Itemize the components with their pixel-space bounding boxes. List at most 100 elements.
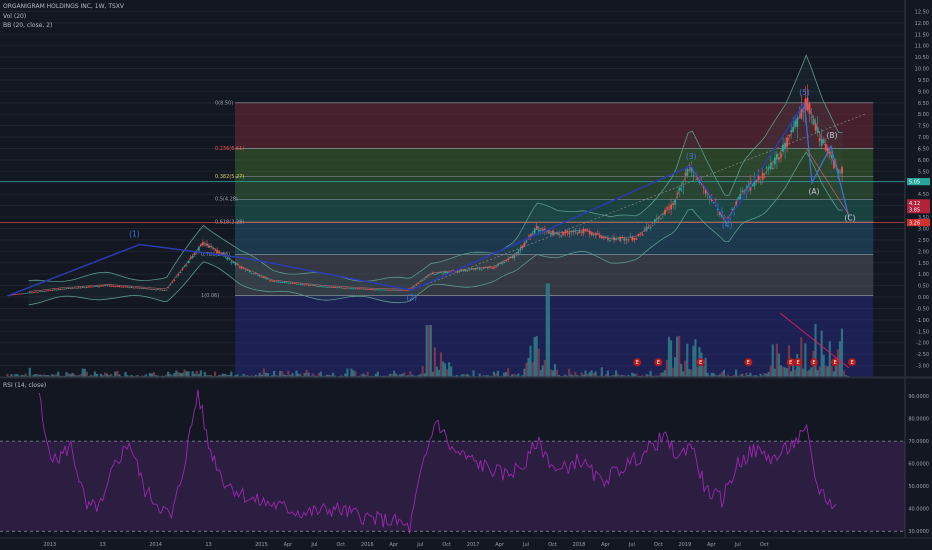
candle <box>134 287 137 289</box>
earnings-marker-dot <box>696 358 705 367</box>
volume-bar <box>507 368 510 377</box>
candle-body <box>786 137 789 148</box>
candle-body <box>580 231 583 233</box>
volume-bar <box>262 368 265 377</box>
candle-body <box>576 232 579 234</box>
candle-body <box>28 292 31 294</box>
volume-bar <box>708 375 711 377</box>
candle-body <box>151 288 153 290</box>
candle <box>344 287 347 289</box>
candle-body <box>31 292 33 294</box>
volume-bar <box>688 369 691 377</box>
candle <box>69 288 72 289</box>
candle <box>41 290 43 292</box>
candle <box>108 284 111 287</box>
rsi-axis-tick: 90.0000 <box>908 394 929 400</box>
volume-bar <box>73 374 76 377</box>
candle-body <box>120 286 123 288</box>
candle-body <box>649 226 652 228</box>
chart-title: ORGANIGRAM HOLDINGS INC, 1W, TSXV <box>3 3 125 10</box>
candle-body <box>65 288 68 290</box>
candle <box>570 230 573 236</box>
candle-body <box>822 139 825 143</box>
volume-bar <box>403 372 406 377</box>
candle <box>379 289 381 291</box>
volume-bar <box>690 369 693 377</box>
candle-body <box>816 127 819 133</box>
candle-body <box>216 250 219 253</box>
fib-level-label: 0.236(6.51) <box>215 146 244 152</box>
earnings-marker-text: E <box>699 360 702 366</box>
candle-body <box>291 282 294 284</box>
candle <box>841 165 843 182</box>
volume-bar <box>515 375 518 377</box>
price-axis-tick: 2.00 <box>918 249 929 255</box>
volume-bar <box>228 374 231 377</box>
volume-bar <box>311 373 314 377</box>
candle-body <box>810 117 813 118</box>
volume-bar <box>745 372 748 377</box>
volume-bar <box>492 371 496 377</box>
candle <box>153 289 155 291</box>
volume-bar <box>639 375 642 377</box>
volume-bar <box>165 374 168 377</box>
volume-bar <box>331 372 335 377</box>
time-axis-tick: Oct <box>337 542 346 548</box>
volume-bar <box>161 375 164 377</box>
volume-bar <box>751 375 754 377</box>
candle-body <box>124 286 127 288</box>
candle <box>662 213 664 219</box>
candle <box>519 245 522 254</box>
candle <box>33 291 35 293</box>
candle-body <box>533 228 536 234</box>
time-axis-tick: Apr <box>389 542 399 548</box>
candle <box>566 228 569 237</box>
volume-bar <box>266 373 270 377</box>
volume-bar <box>612 375 616 377</box>
candle-body <box>387 289 390 291</box>
candle <box>387 289 390 291</box>
candle-body <box>706 192 709 194</box>
wave-label-C: (C) <box>844 213 855 222</box>
volume-bar <box>832 371 835 377</box>
candle <box>291 282 294 284</box>
candle-body <box>570 230 573 233</box>
candle-body <box>122 286 125 288</box>
volume-bar <box>553 364 557 377</box>
volume-bar <box>588 372 591 377</box>
candle <box>61 288 64 290</box>
candle <box>828 148 831 160</box>
candle-body <box>171 281 174 283</box>
candle-body <box>633 237 636 240</box>
candle <box>240 265 243 270</box>
candle-body <box>244 269 247 271</box>
price-axis-tick: 7.50 <box>918 124 929 130</box>
volume-bar <box>562 375 565 377</box>
volume-bar <box>150 373 154 377</box>
volume-bar <box>673 357 677 377</box>
volume-bar <box>366 371 369 377</box>
volume-bar <box>384 375 388 377</box>
candle <box>370 288 373 290</box>
candle <box>757 169 760 184</box>
volume-bar <box>32 374 35 377</box>
candle <box>560 234 563 239</box>
candle-body <box>505 260 508 262</box>
time-axis-tick: Apr <box>601 542 611 548</box>
fib-band <box>234 295 874 377</box>
candle <box>63 288 66 290</box>
volume-bar <box>405 375 408 377</box>
candle <box>509 255 512 259</box>
candle <box>18 293 21 295</box>
candle <box>226 257 229 261</box>
candle-body <box>737 197 740 200</box>
candle <box>839 170 841 177</box>
candle <box>199 242 202 248</box>
volume-bar <box>712 372 715 377</box>
candle <box>421 280 424 282</box>
candle-body <box>639 232 642 234</box>
candle-body <box>385 289 388 291</box>
candle <box>401 289 404 291</box>
candle-body <box>568 232 571 234</box>
